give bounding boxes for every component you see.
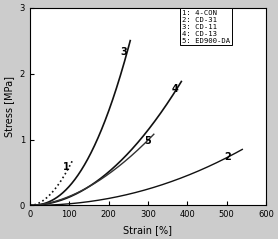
Text: 1: 1 — [63, 162, 70, 172]
Text: 5: 5 — [144, 136, 150, 146]
Y-axis label: Stress [MPa]: Stress [MPa] — [4, 76, 14, 137]
Text: 3: 3 — [120, 48, 127, 58]
X-axis label: Strain [%]: Strain [%] — [123, 225, 172, 235]
Text: 2: 2 — [224, 152, 231, 162]
Text: 1: 4-CON
2: CD-31
3: CD-11
4: CD-13
5: ED900-DA: 1: 4-CON 2: CD-31 3: CD-11 4: CD-13 5: E… — [182, 10, 230, 44]
Text: 4: 4 — [171, 84, 178, 94]
